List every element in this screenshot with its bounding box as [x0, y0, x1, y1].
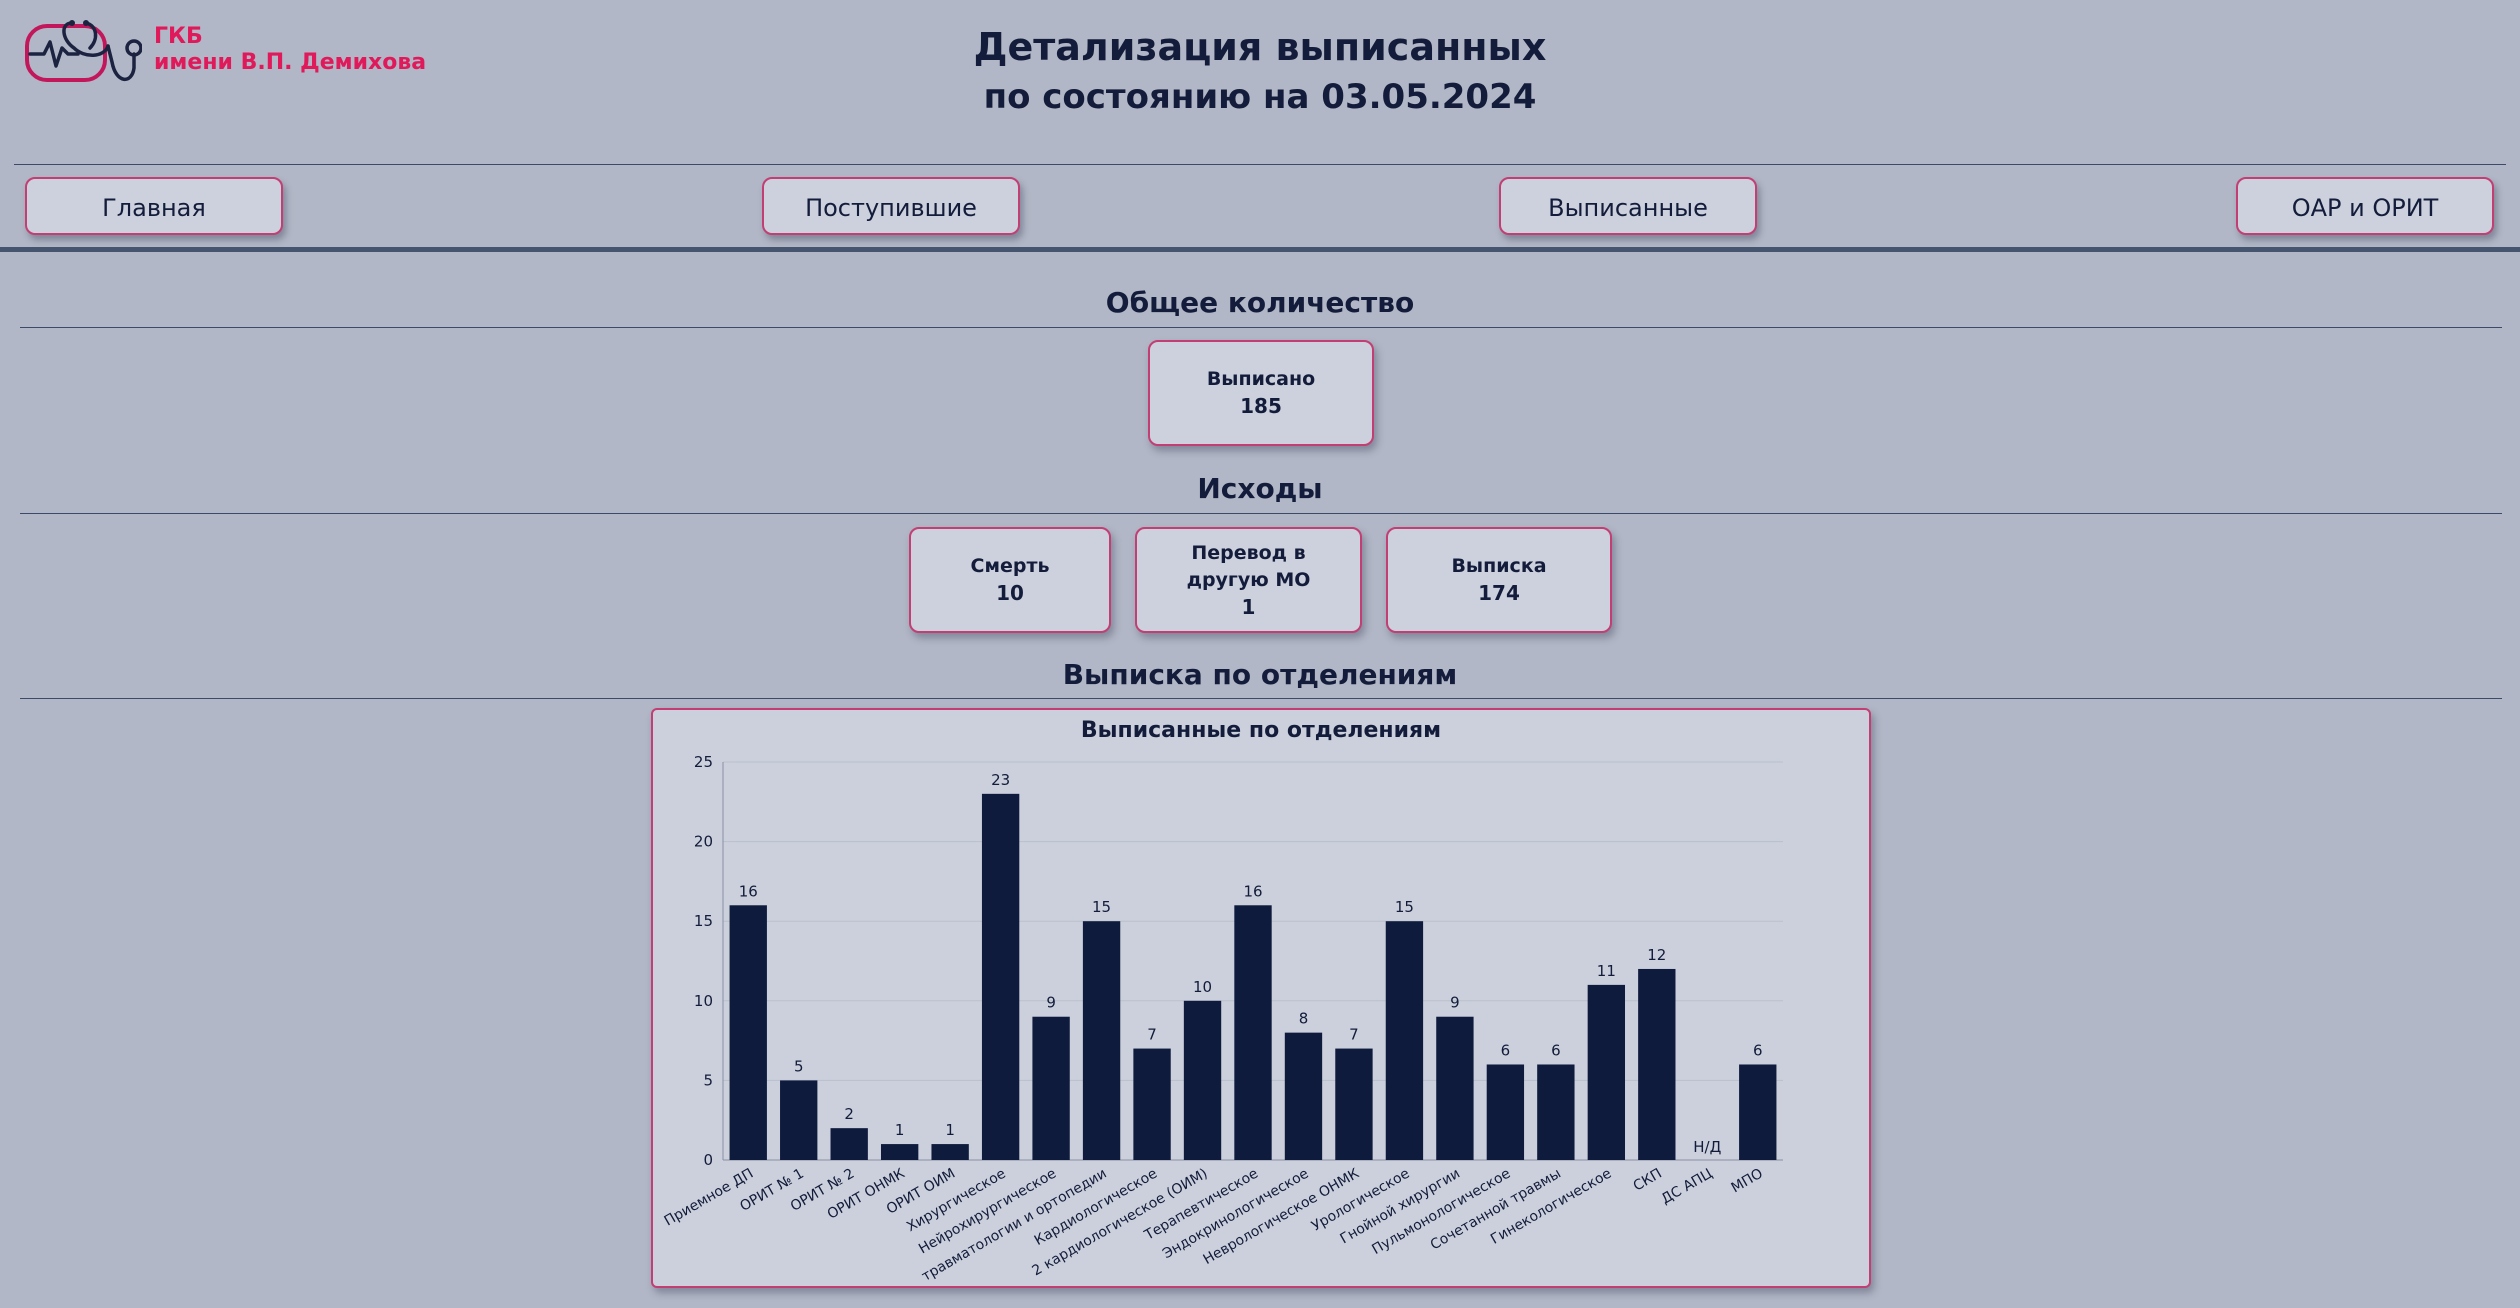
data-label: 11 — [1597, 962, 1616, 980]
chart-panel: Выписанные по отделениям 0 5 10 15 20 25 16 При… — [651, 708, 1871, 1288]
data-label: 6 — [1753, 1041, 1763, 1059]
outcome-value-death: 10 — [996, 581, 1024, 605]
bar — [931, 1144, 969, 1160]
bar — [1082, 921, 1121, 1160]
organization-name-line2: имени В.П. Демихова — [154, 50, 427, 75]
y-tick-label: 10 — [694, 992, 713, 1010]
bar — [1638, 968, 1676, 1160]
bar — [1032, 1016, 1070, 1160]
bar — [1284, 1032, 1323, 1160]
outcome-card-transfer[interactable]: Перевод в другую МО 1 — [1135, 527, 1362, 633]
bar — [830, 1128, 868, 1160]
section-title-departments: Выписка по отделениям — [1062, 658, 1458, 691]
nav-button-icu[interactable]: ОАР и ОРИТ — [2236, 177, 2494, 235]
data-label: 8 — [1299, 1010, 1309, 1028]
data-label: 7 — [1147, 1026, 1157, 1044]
y-tick-label: 15 — [694, 912, 713, 930]
bar — [880, 1144, 919, 1160]
outcome-card-discharge[interactable]: Выписка 174 — [1386, 527, 1612, 633]
outcome-label-transfer: Перевод в другую МО — [1186, 541, 1311, 591]
organization-name: ГКБ имени В.П. Демихова — [154, 24, 426, 76]
data-label: 16 — [1243, 882, 1262, 900]
y-tick-label: 0 — [703, 1151, 713, 1169]
outcome-label-death: Смерть — [970, 555, 1050, 577]
data-label: 5 — [794, 1057, 804, 1075]
section-title-total: Общее количество — [1105, 286, 1415, 319]
organization-name-line1: ГКБ — [154, 24, 203, 49]
bar — [1537, 1064, 1575, 1160]
data-label: 1 — [945, 1121, 955, 1139]
bar — [1234, 905, 1272, 1160]
data-label: 10 — [1193, 978, 1212, 996]
header: ГКБ имени В.П. Демихова Детализация выпи… — [0, 0, 2520, 252]
y-tick-label: 25 — [694, 753, 713, 771]
bar — [1385, 921, 1424, 1160]
bar — [1436, 1016, 1474, 1160]
outcome-label-discharge: Выписка — [1451, 555, 1547, 577]
bar — [1335, 1048, 1373, 1160]
bar — [729, 905, 767, 1160]
x-tick-label: СКП — [1631, 1166, 1665, 1195]
data-label: 6 — [1551, 1041, 1561, 1059]
outcome-value-transfer: 1 — [1241, 594, 1256, 619]
chart-title: Выписанные по отделениям — [1080, 718, 1442, 743]
data-label: 9 — [1450, 994, 1460, 1012]
header-divider — [14, 164, 2506, 165]
data-label: 23 — [991, 771, 1010, 789]
data-label: Н/Д — [1693, 1138, 1721, 1156]
y-tick-label: 20 — [694, 833, 713, 851]
total-discharged-value: 185 — [1240, 394, 1282, 418]
nav-button-main[interactable]: Главная — [25, 177, 283, 235]
bar — [981, 793, 1020, 1160]
x-tick-label: ДС АПЦ — [1659, 1166, 1716, 1208]
nav-button-admitted[interactable]: Поступившие — [762, 177, 1020, 235]
data-label: 9 — [1046, 994, 1056, 1012]
total-discharged-card[interactable]: Выписано 185 — [1148, 340, 1374, 446]
stethoscope-logo-icon — [25, 20, 142, 82]
bar — [1486, 1064, 1525, 1160]
data-label: 2 — [844, 1105, 854, 1123]
y-tick-label: 5 — [703, 1071, 713, 1089]
section-divider — [20, 327, 2502, 328]
bar — [1739, 1064, 1777, 1160]
nav-button-discharged[interactable]: Выписанные — [1499, 177, 1757, 235]
total-discharged-label: Выписано — [1206, 368, 1316, 390]
data-label: 15 — [1395, 898, 1414, 916]
data-label: 16 — [739, 882, 758, 900]
section-title-outcomes: Исходы — [1197, 472, 1323, 505]
bar — [780, 1080, 818, 1160]
data-label: 1 — [895, 1121, 905, 1139]
bar — [1183, 1000, 1222, 1160]
page-title: Детализация выписанных — [973, 25, 1547, 69]
data-label: 12 — [1647, 946, 1666, 964]
outcome-card-death[interactable]: Смерть 10 — [909, 527, 1111, 633]
data-label: 7 — [1349, 1026, 1359, 1044]
bar — [1587, 984, 1626, 1160]
data-label: 15 — [1092, 898, 1111, 916]
x-tick-label: МПО — [1729, 1166, 1766, 1197]
section-divider — [20, 698, 2502, 699]
section-divider — [20, 513, 2502, 514]
outcome-value-discharge: 174 — [1478, 581, 1520, 605]
data-label: 6 — [1501, 1041, 1511, 1059]
page-subtitle-date: по состоянию на 03.05.2024 — [983, 77, 1537, 117]
bar — [1133, 1048, 1171, 1160]
